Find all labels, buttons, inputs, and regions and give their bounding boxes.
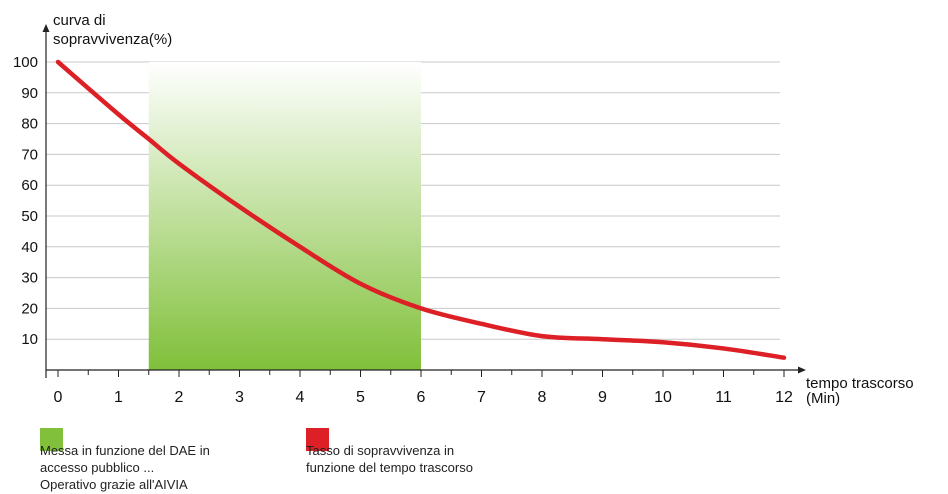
y-tick-label: 80	[21, 116, 38, 133]
legend-line: accesso pubblico ...	[40, 460, 155, 475]
x-tick-label: 1	[114, 389, 123, 406]
x-tick-label: 3	[235, 389, 244, 406]
y-tick-label: 50	[21, 208, 38, 225]
legend-swatch-red	[306, 428, 329, 451]
x-tick-label: 7	[477, 389, 486, 406]
x-axis-label: tempo trascorso (Min)	[806, 376, 948, 406]
y-tick-label: 60	[21, 177, 38, 194]
legend-text-red: Tasso di sopravvivenza in funzione del t…	[306, 442, 546, 476]
x-tick-label: 5	[356, 389, 365, 406]
y-axis-label-line: curva di	[53, 12, 106, 29]
y-tick-label: 70	[21, 146, 38, 163]
x-axis-arrow	[798, 366, 806, 374]
y-axis-label-line: sopravvivenza(%)	[53, 31, 173, 48]
legend-swatch-green	[40, 428, 63, 451]
y-axis-arrow	[42, 24, 50, 32]
x-tick-label: 4	[296, 389, 305, 406]
x-tick-label: 2	[175, 389, 184, 406]
y-axis-label: curva di sopravvivenza(%)	[53, 11, 253, 49]
y-tick-label: 20	[21, 300, 38, 317]
legend-line: funzione del tempo trascorso	[306, 460, 473, 475]
x-tick-label: 9	[598, 389, 607, 406]
x-tick-label: 10	[654, 389, 672, 406]
y-tick-label: 40	[21, 239, 38, 256]
y-tick-label: 30	[21, 270, 38, 287]
legend-line: Tasso di sopravvivenza in	[306, 443, 455, 458]
shaded-region	[148, 62, 421, 370]
x-tick-label: 8	[538, 389, 547, 406]
x-tick-label: 6	[417, 389, 426, 406]
x-tick-label: 0	[54, 389, 63, 406]
y-tick-label: 10	[21, 331, 38, 348]
legend-line: Messa in funzione del DAE in	[40, 443, 210, 458]
x-tick-label: 12	[775, 389, 793, 406]
x-axis-label-line: (Min)	[806, 390, 841, 407]
y-tick-label: 100	[13, 54, 38, 71]
legend-line: Operativo grazie all'AIVIA	[40, 477, 188, 492]
series-line	[55, 59, 787, 360]
y-tick-label: 90	[21, 85, 38, 102]
legend-text-green: Messa in funzione del DAE in accesso pub…	[40, 442, 280, 493]
x-axis-label-line: tempo trascorso	[806, 375, 914, 392]
x-tick-label: 11	[715, 389, 732, 406]
